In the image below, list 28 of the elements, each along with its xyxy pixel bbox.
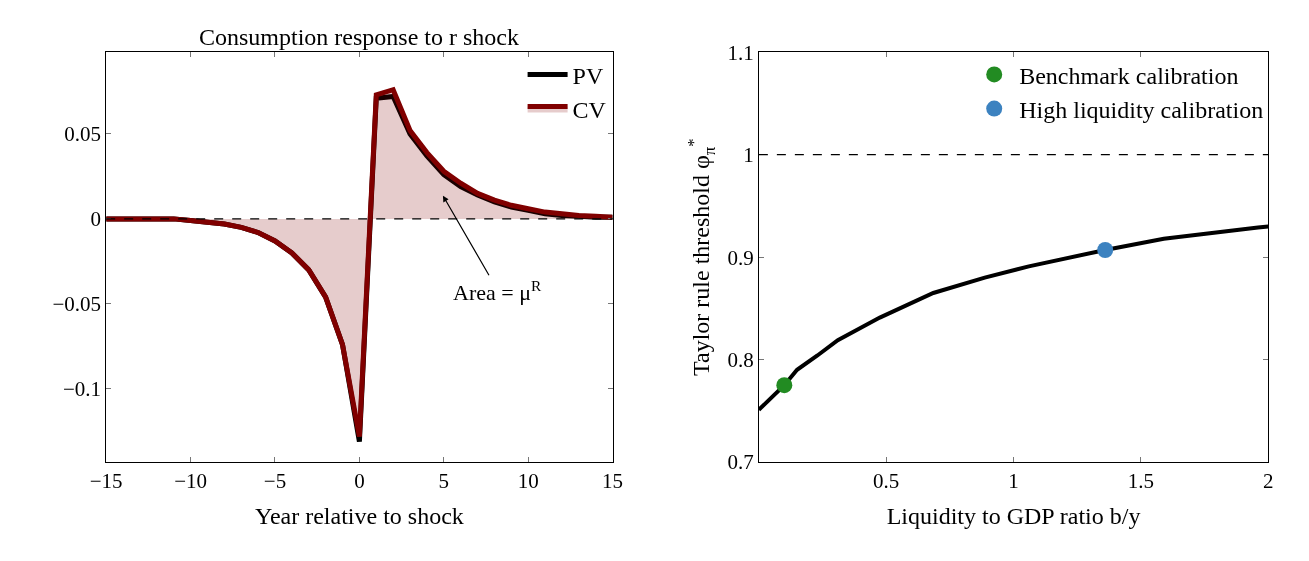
x-tick-label: 15 (602, 469, 624, 494)
y-tick-label: 0.9 (727, 245, 754, 270)
x-tick-label: −10 (174, 469, 208, 494)
y-tick-label: 1 (743, 143, 754, 168)
legend-label: CV (572, 96, 607, 123)
y-tick-label: 0.7 (727, 450, 754, 475)
x-tick-label: −5 (263, 469, 287, 494)
x-tick-label: 5 (438, 469, 450, 494)
y-tick-label: 0.05 (64, 122, 101, 147)
x-tick-label: 0.5 (873, 469, 900, 494)
legend-label: High liquidity calibration (1019, 96, 1264, 123)
x-tick-label: 1 (1008, 469, 1019, 494)
y-tick-label: 1.1 (727, 40, 754, 65)
x-tick-label: −15 (89, 469, 123, 494)
x-tick-label: 1.5 (1127, 469, 1154, 494)
x-tick-label: 2 (1262, 469, 1274, 494)
y-tick-label: −0.05 (52, 292, 101, 317)
x-tick-label: 0 (354, 469, 365, 494)
legend-label: PV (572, 62, 604, 89)
y-tick-label: 0 (90, 207, 101, 232)
chart-title: Consumption response to r shock (199, 24, 519, 50)
legend-label: Benchmark calibration (1019, 62, 1239, 89)
x-tick-label: 10 (517, 469, 539, 494)
annotation: Area = μ$^{R}$ (453, 277, 542, 306)
y-tick-label: 0.8 (727, 347, 754, 372)
x-axis-title: Year relative to shock (254, 502, 464, 529)
x-axis-title: Liquidity to GDP ratio b/y (886, 502, 1141, 529)
y-tick-label: −0.1 (62, 377, 101, 402)
